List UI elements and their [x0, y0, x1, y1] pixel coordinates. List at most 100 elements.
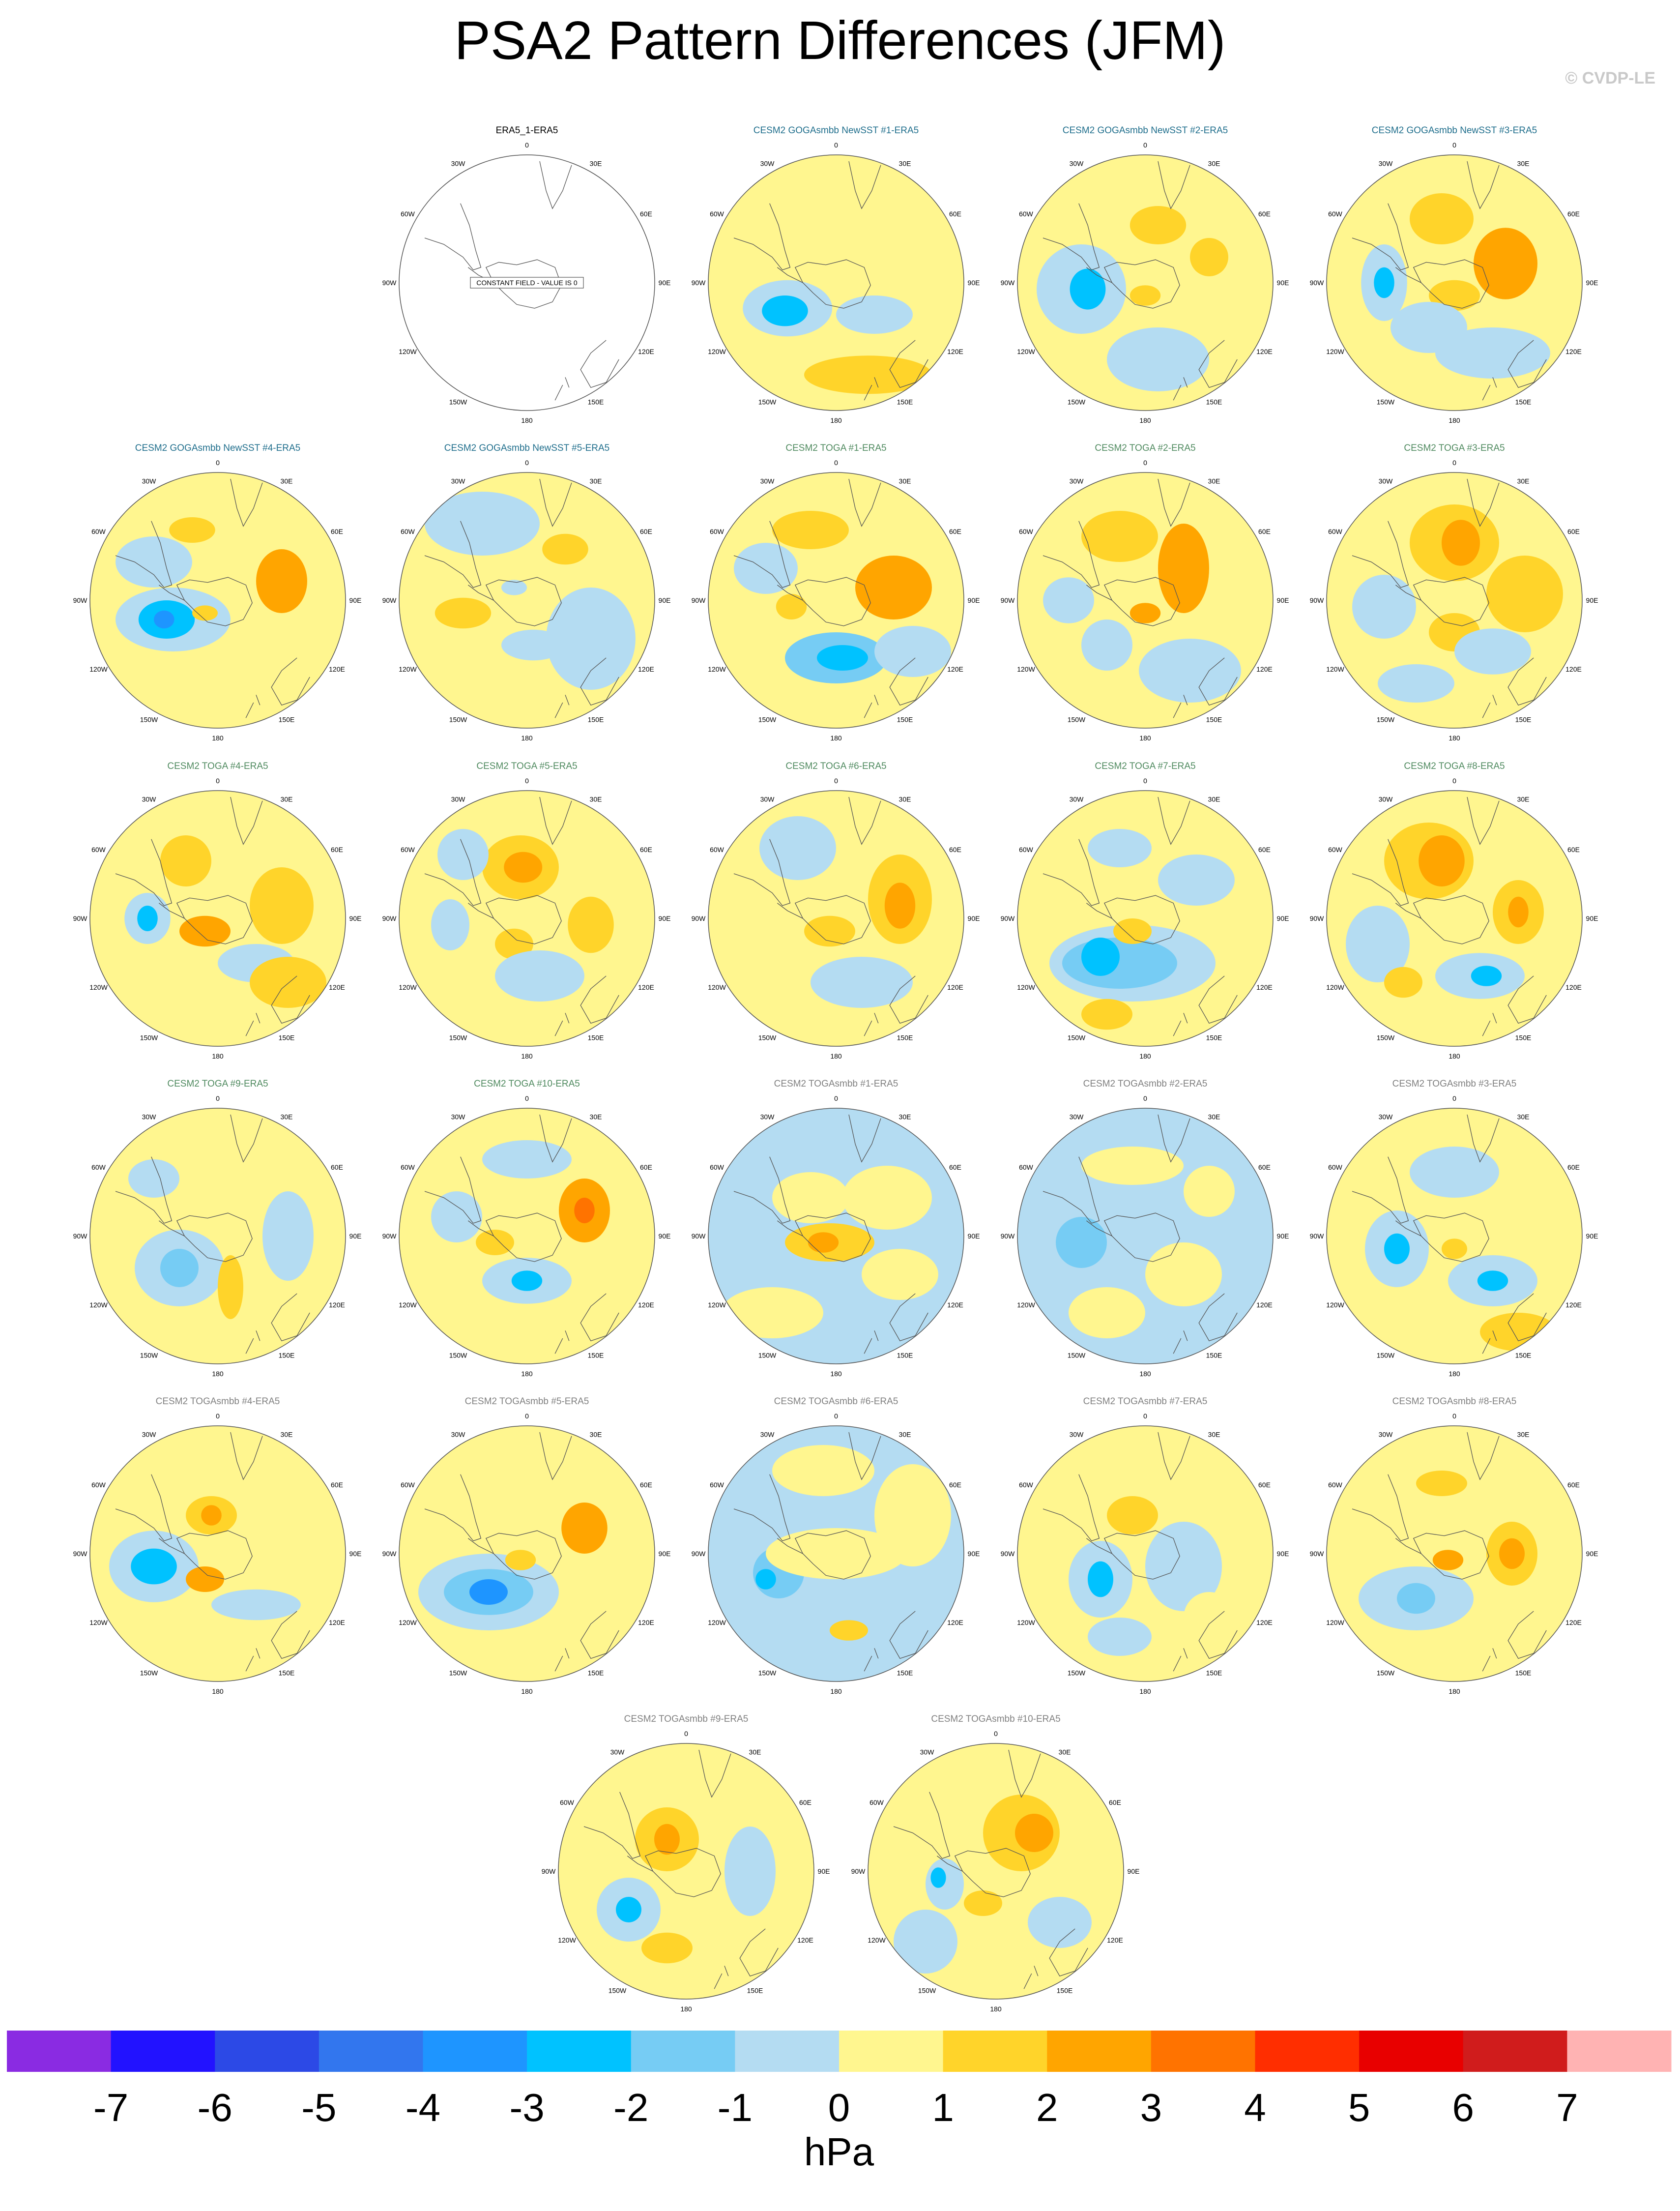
anomaly-contour [1499, 1538, 1525, 1569]
longitude-label: 30W [760, 1431, 775, 1439]
coastline [1173, 377, 1188, 401]
longitude-label: 90W [1001, 1232, 1015, 1240]
longitude-label: 150E [588, 715, 604, 723]
longitude-label: 60W [401, 846, 415, 854]
panel-title: CESM2 TOGA #5-ERA5 [476, 761, 577, 771]
colorbar-tick-label: 1 [932, 2086, 954, 2129]
longitude-label: 90E [968, 596, 980, 604]
map-panel: CESM2 TOGA #6-ERA5 0 30E 60E 90E 120E 150E 180 1… [692, 761, 980, 1060]
longitude-label: 150W [1377, 1033, 1395, 1041]
longitude-label: 150W [449, 398, 467, 406]
anomaly-contour [1474, 228, 1537, 299]
anomaly-contour [574, 1198, 595, 1223]
longitude-label: 30E [899, 477, 911, 485]
longitude-label: 0 [1143, 777, 1147, 785]
longitude-label: 90W [692, 914, 706, 922]
longitude-label: 150E [1515, 1669, 1532, 1677]
anomaly-contour [1158, 524, 1209, 613]
panel-title: CESM2 TOGAsmbb #1-ERA5 [774, 1079, 898, 1089]
longitude-label: 30E [1208, 1113, 1220, 1121]
longitude-label: 30E [1208, 796, 1220, 803]
longitude-label: 90E [1277, 1550, 1289, 1558]
coastline [777, 903, 803, 919]
anomaly-contour [894, 1910, 957, 1974]
longitude-label: 30W [920, 1748, 935, 1756]
coastline [159, 903, 185, 919]
longitude-label: 120W [1326, 1619, 1344, 1626]
longitude-label: 150W [1068, 1351, 1086, 1359]
coastline [1158, 161, 1190, 209]
longitude-label: 90W [382, 1550, 397, 1558]
coastline [1395, 267, 1421, 283]
longitude-label: 150W [608, 1986, 627, 1994]
coastline [889, 1611, 928, 1659]
coastline [848, 478, 881, 527]
anomaly-contour [855, 556, 932, 619]
longitude-label: 90W [1001, 1550, 1015, 1558]
longitude-label: 150W [758, 1351, 777, 1359]
longitude-label: 180 [1448, 1370, 1460, 1378]
longitude-label: 120E [1565, 1301, 1582, 1309]
anomaly-contour [1471, 966, 1502, 986]
map-boundary [89, 790, 346, 1047]
longitude-label: 150W [1377, 1351, 1395, 1359]
longitude-label: 90E [968, 1550, 980, 1558]
longitude-label: 0 [525, 1094, 529, 1102]
coastline [176, 1530, 253, 1580]
longitude-label: 90W [382, 1232, 397, 1240]
anomaly-contour [1145, 1522, 1222, 1611]
coastline [485, 895, 562, 944]
longitude-label: 60E [640, 210, 652, 218]
longitude-label: 150E [588, 1351, 604, 1359]
longitude-label: 30E [899, 796, 911, 803]
longitude-label: 120E [1565, 665, 1582, 673]
longitude-label: 120W [708, 1619, 726, 1626]
map-boundary [399, 1108, 655, 1364]
longitude-label: 30W [1379, 477, 1393, 485]
longitude-label: 90E [968, 914, 980, 922]
map-panel: CESM2 TOGA #8-ERA5 0 30E 60E 90E 120E 150E 180 1… [1310, 761, 1598, 1060]
map-panel: CESM2 TOGA #4-ERA5 0 30E 60E 90E 120E 150E 180 1… [73, 761, 362, 1060]
coastline [1086, 585, 1112, 601]
anomaly-contour [505, 1550, 536, 1570]
longitude-label: 90W [382, 914, 397, 922]
anomaly-contour [1113, 918, 1152, 944]
longitude-label: 0 [1143, 141, 1147, 149]
longitude-label: 150E [1206, 1033, 1222, 1041]
map-boundary [399, 1425, 655, 1682]
coastline [159, 1220, 185, 1237]
colorbar-swatch [7, 2031, 112, 2072]
longitude-label: 0 [525, 777, 529, 785]
panel-title: CESM2 TOGAsmbb #9-ERA5 [624, 1714, 749, 1724]
longitude-label: 120E [947, 1301, 963, 1309]
longitude-label: 120E [797, 1936, 813, 1944]
longitude-label: 90W [1310, 1232, 1325, 1240]
colorbar-tick-label: -2 [613, 2086, 648, 2129]
map-panel: CESM2 GOGAsmbb NewSST #4-ERA5 0 30E 60E 90E 1… [73, 443, 362, 742]
panel-title: CESM2 TOGA #10-ERA5 [474, 1079, 580, 1089]
coastline [1043, 521, 1100, 588]
coastline [554, 695, 570, 718]
longitude-label: 150W [449, 715, 467, 723]
longitude-label: 60E [1258, 210, 1271, 218]
longitude-label: 30W [142, 1431, 157, 1439]
coastline [1482, 695, 1497, 718]
coastline [539, 161, 572, 209]
coastline [1198, 657, 1238, 706]
longitude-label: 180 [1139, 416, 1151, 424]
coastline [230, 1114, 263, 1163]
longitude-label: 90E [659, 914, 671, 922]
longitude-label: 90E [968, 279, 980, 287]
anomaly-contour [128, 1159, 179, 1198]
longitude-label: 90E [659, 596, 671, 604]
longitude-label: 60W [710, 210, 724, 218]
coastline [954, 1848, 1031, 1897]
coastline [864, 695, 879, 718]
coastline [864, 1648, 879, 1672]
longitude-label: 180 [1448, 416, 1460, 424]
coastline [554, 377, 570, 401]
longitude-label: 30E [1517, 796, 1530, 803]
longitude-label: 0 [834, 141, 838, 149]
coastline [245, 1013, 261, 1036]
coastline [777, 1220, 803, 1237]
